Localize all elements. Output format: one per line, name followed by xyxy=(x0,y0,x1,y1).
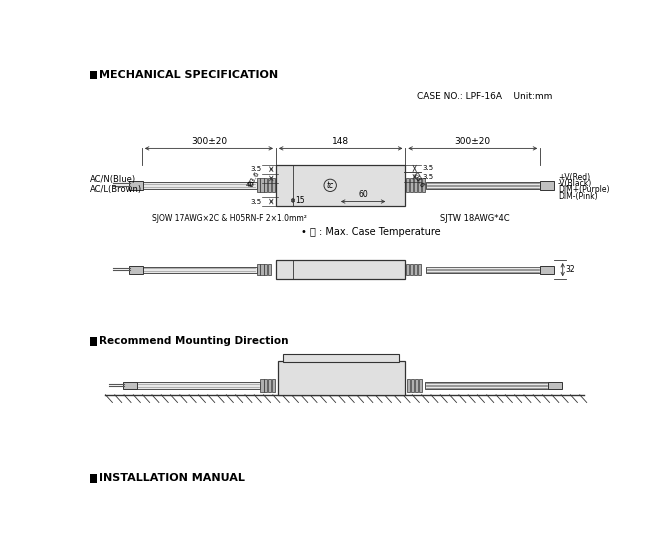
Text: DIM-(Pink): DIM-(Pink) xyxy=(558,191,598,201)
Bar xyxy=(548,382,562,389)
Bar xyxy=(265,264,267,275)
Text: 3.5: 3.5 xyxy=(251,166,262,172)
Bar xyxy=(272,378,275,393)
Bar xyxy=(410,264,413,275)
Bar xyxy=(425,267,540,273)
Bar xyxy=(90,337,97,345)
Text: • Ⓣ : Max. Case Temperature: • Ⓣ : Max. Case Temperature xyxy=(301,227,440,236)
Bar xyxy=(407,378,410,393)
Bar xyxy=(425,182,540,189)
Text: SJOW 17AWG×2C & H05RN-F 2×1.0mm²: SJOW 17AWG×2C & H05RN-F 2×1.0mm² xyxy=(152,214,307,223)
Bar xyxy=(283,354,399,362)
Bar xyxy=(414,178,417,192)
Text: Ø3.6: Ø3.6 xyxy=(411,171,425,189)
Bar xyxy=(142,182,257,189)
Bar xyxy=(129,266,143,273)
Text: 3.5: 3.5 xyxy=(422,174,433,180)
Bar xyxy=(257,178,260,192)
Text: 148: 148 xyxy=(332,137,349,146)
Bar xyxy=(261,178,263,192)
Bar xyxy=(540,181,554,190)
Text: 3.5: 3.5 xyxy=(422,166,433,172)
Bar xyxy=(425,382,549,389)
Text: 40: 40 xyxy=(245,183,254,188)
Text: 3.5: 3.5 xyxy=(251,199,262,205)
Bar xyxy=(419,378,421,393)
Text: DIM+(Purple): DIM+(Purple) xyxy=(558,185,610,195)
Bar xyxy=(276,260,405,279)
Text: 15: 15 xyxy=(295,196,305,205)
Bar xyxy=(123,382,137,389)
Text: INSTALLATION MANUAL: INSTALLATION MANUAL xyxy=(99,474,245,483)
Text: 300±20: 300±20 xyxy=(455,137,491,146)
Text: Ø3.6: Ø3.6 xyxy=(247,170,261,187)
Bar xyxy=(268,264,271,275)
Bar xyxy=(415,378,418,393)
Bar xyxy=(90,474,97,482)
Bar xyxy=(540,266,554,273)
Bar xyxy=(418,178,421,192)
Text: SJTW 18AWG*4C: SJTW 18AWG*4C xyxy=(440,214,510,223)
Text: 60: 60 xyxy=(358,190,368,199)
Bar xyxy=(137,382,261,389)
Bar xyxy=(129,181,143,190)
Bar xyxy=(265,178,267,192)
Text: -V(Black): -V(Black) xyxy=(558,179,592,188)
Bar xyxy=(142,267,257,273)
Bar xyxy=(406,178,409,192)
Text: MECHANICAL SPECIFICATION: MECHANICAL SPECIFICATION xyxy=(99,70,278,80)
Bar xyxy=(406,264,409,275)
Text: CASE NO.: LPF-16A    Unit:mm: CASE NO.: LPF-16A Unit:mm xyxy=(417,92,552,101)
Bar xyxy=(410,178,413,192)
Bar xyxy=(418,264,421,275)
Text: 300±20: 300±20 xyxy=(191,137,227,146)
Bar xyxy=(261,264,263,275)
Text: +V(Red): +V(Red) xyxy=(558,173,590,182)
Bar xyxy=(90,70,97,79)
Bar xyxy=(421,178,425,192)
Bar xyxy=(414,264,417,275)
Text: Recommend Mounting Direction: Recommend Mounting Direction xyxy=(99,336,289,346)
Bar xyxy=(411,378,414,393)
Bar xyxy=(261,378,263,393)
Bar xyxy=(268,178,271,192)
Text: 32: 32 xyxy=(565,265,576,274)
Bar xyxy=(277,361,405,395)
Bar xyxy=(265,378,267,393)
Bar xyxy=(257,264,260,275)
Bar xyxy=(276,164,405,206)
Bar xyxy=(268,378,271,393)
Text: AC/N(Blue): AC/N(Blue) xyxy=(90,175,136,184)
Text: tc: tc xyxy=(326,181,334,190)
Text: AC/L(Brown): AC/L(Brown) xyxy=(90,185,142,194)
Bar xyxy=(272,178,275,192)
